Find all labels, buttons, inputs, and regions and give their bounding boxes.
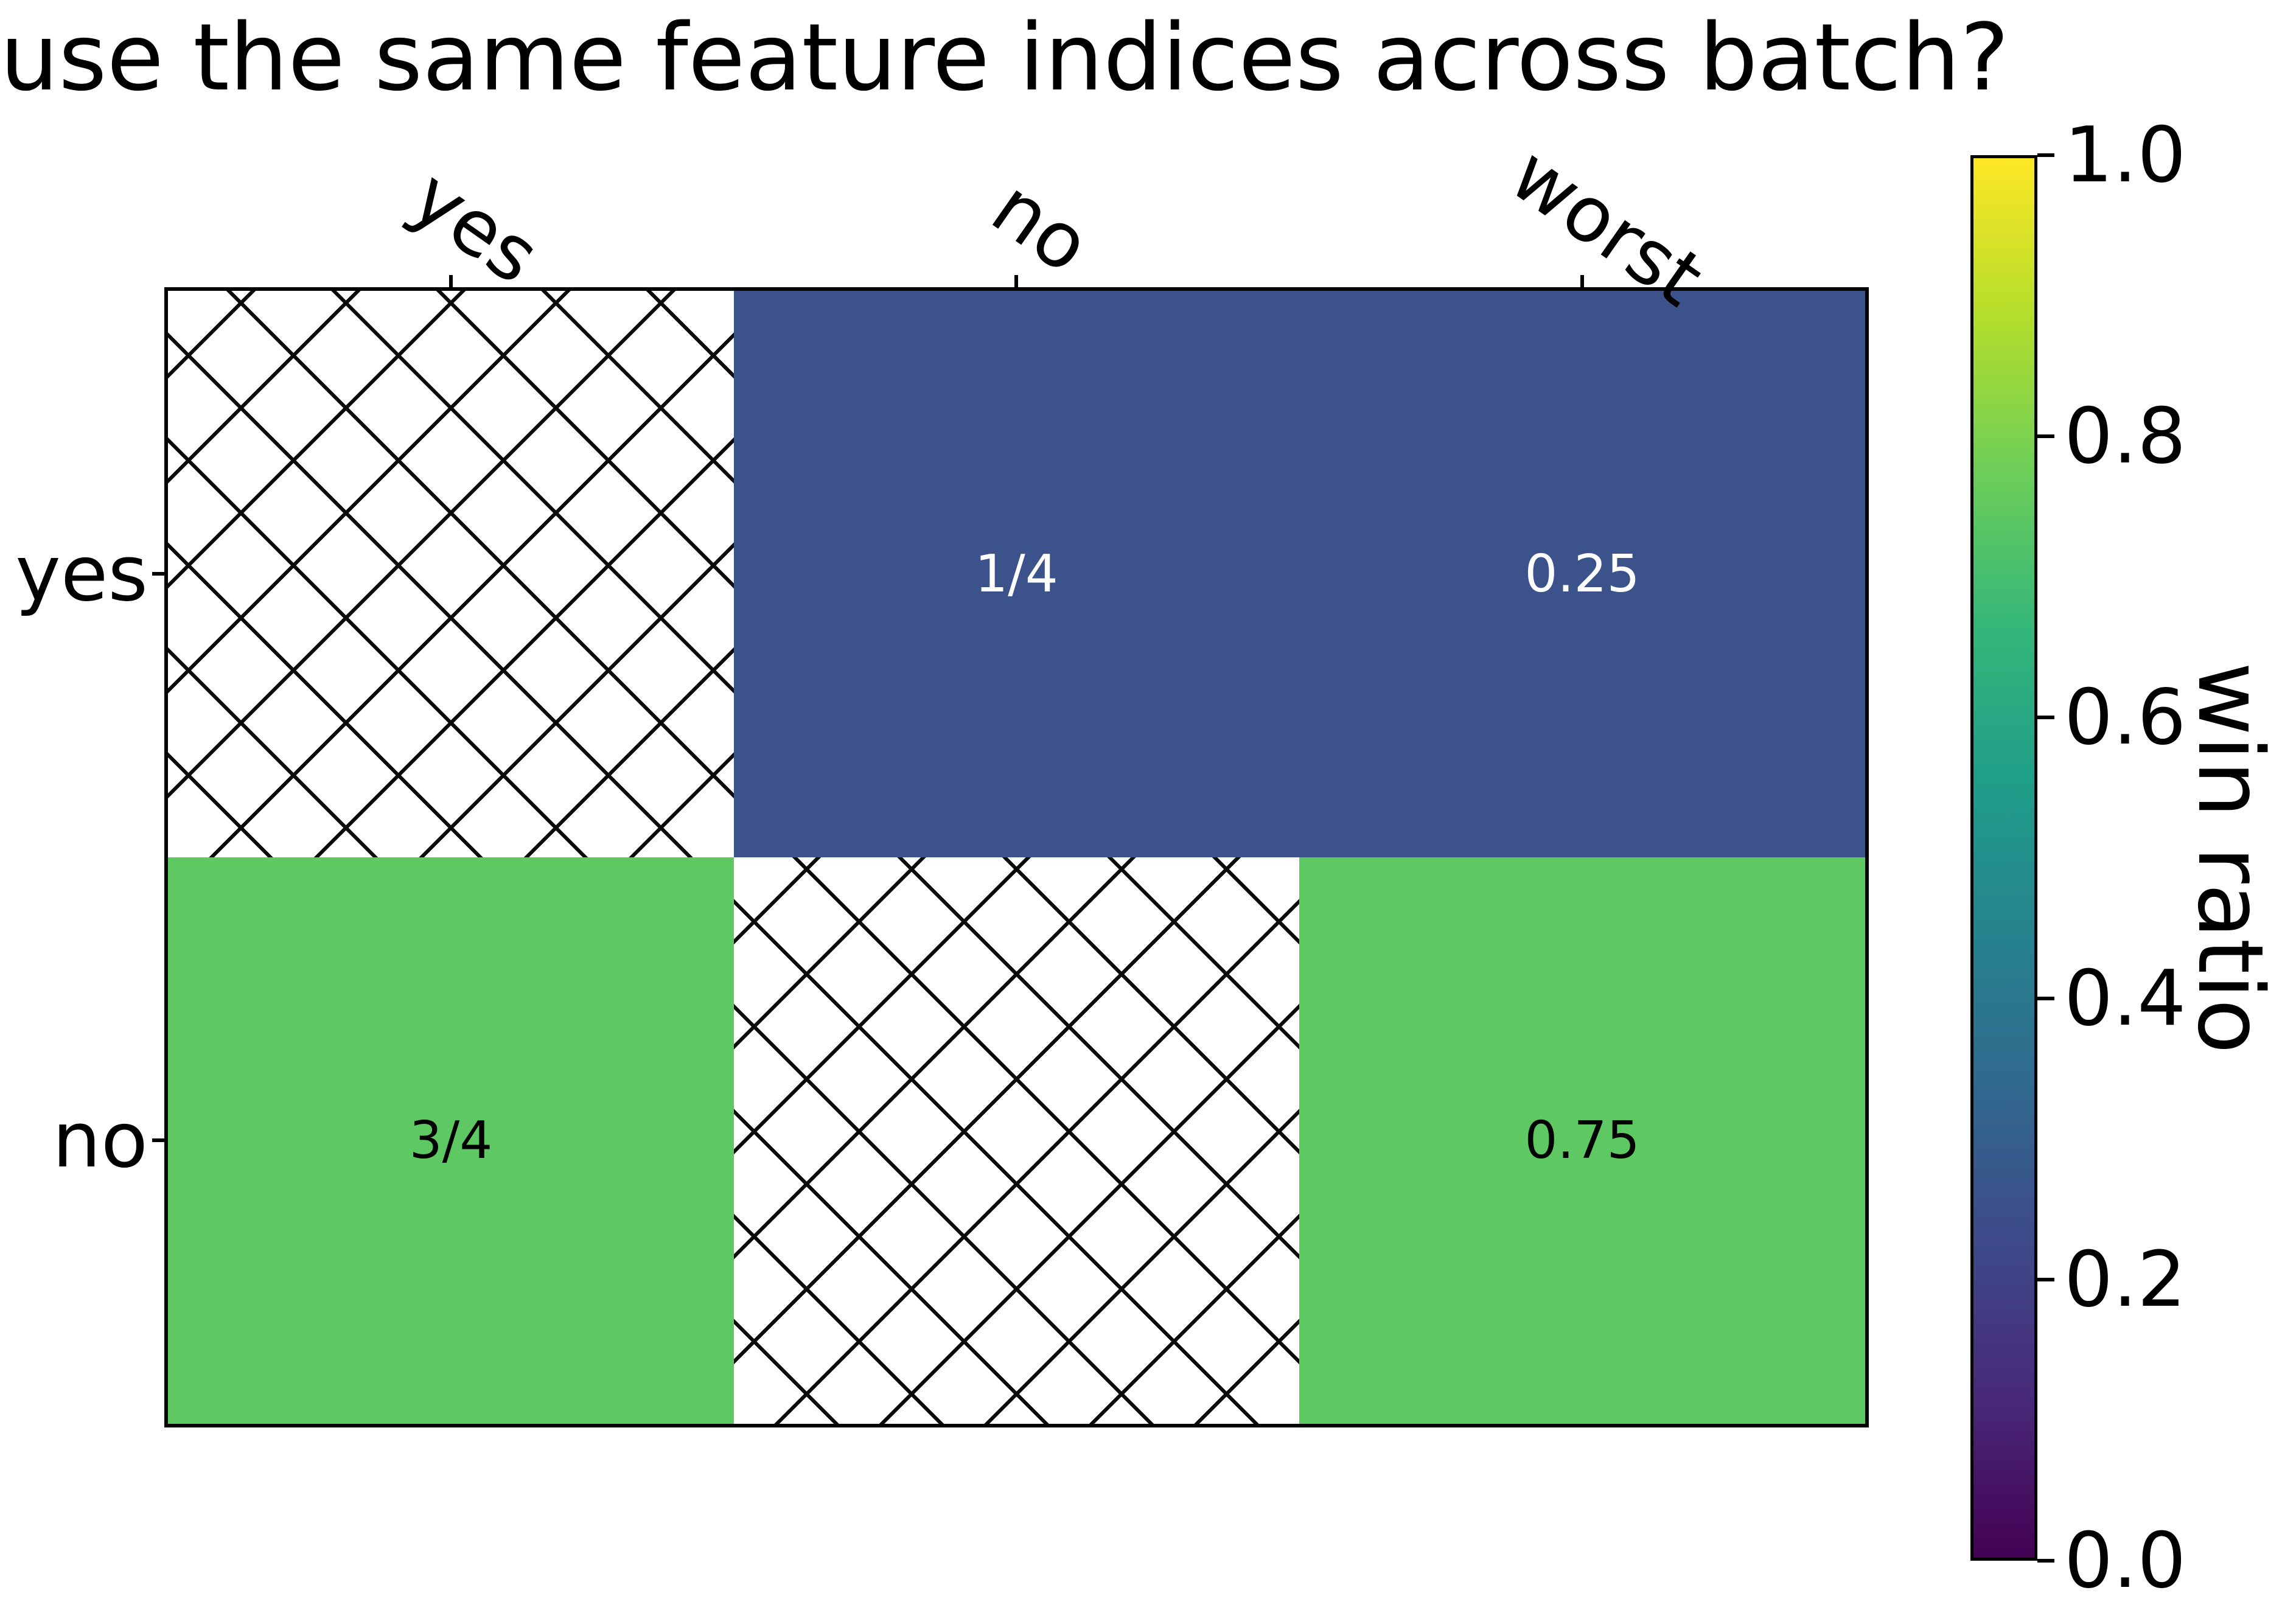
colorbar-tick (2037, 434, 2054, 438)
y-tick-no (152, 1138, 168, 1142)
cell-value-label: 3/4 (409, 1110, 493, 1171)
colorbar-tick (2037, 153, 2054, 157)
x-tick-label-wrap: no (773, 157, 1260, 290)
colorbar-gradient (1970, 155, 2037, 1561)
colorbar-tick (2037, 1559, 2054, 1563)
colorbar-tick (2037, 716, 2054, 719)
y-tick-label-yes: yes (15, 529, 148, 618)
colorbar-tick-label: 0.8 (2064, 391, 2186, 481)
x-tick-worst (1580, 275, 1584, 291)
colorbar-axis-label: win ratio (2178, 661, 2282, 1054)
cell-yes-yes-hatched (168, 291, 734, 857)
cell-no-no-hatched (734, 857, 1299, 1424)
colorbar-tick-label: 0.0 (2064, 1516, 2186, 1605)
cell-yes-worst: 0.25 (1299, 291, 1865, 857)
cell-value-label: 0.25 (1524, 544, 1640, 604)
x-tick-label-wrap: yes (208, 152, 694, 301)
cell-no-worst: 0.75 (1299, 857, 1865, 1424)
x-tick-no (1014, 275, 1018, 291)
cell-yes-no: 1/4 (734, 291, 1299, 857)
x-tick-label-yes: yes (395, 152, 556, 302)
colorbar-tick-label: 0.6 (2064, 672, 2186, 762)
cell-value-label: 1/4 (975, 544, 1058, 604)
colorbar-tick-label: 0.2 (2064, 1235, 2186, 1324)
y-tick-label-no: no (52, 1095, 148, 1185)
x-tick-label-wrap: worst (1339, 130, 1826, 324)
colorbar-tick-label: 0.4 (2064, 953, 2186, 1043)
colorbar-tick (2037, 1278, 2054, 1281)
y-tick-yes (152, 572, 168, 576)
colorbar-tick-label: 1.0 (2064, 110, 2186, 200)
x-tick-label-no: no (975, 162, 1106, 291)
cell-value-label: 0.75 (1524, 1110, 1640, 1171)
x-tick-yes (449, 275, 453, 291)
colorbar-tick (2037, 997, 2054, 1000)
chart-title: use the same feature indices across batc… (0, 4, 2009, 111)
cell-no-yes: 3/4 (168, 857, 734, 1424)
